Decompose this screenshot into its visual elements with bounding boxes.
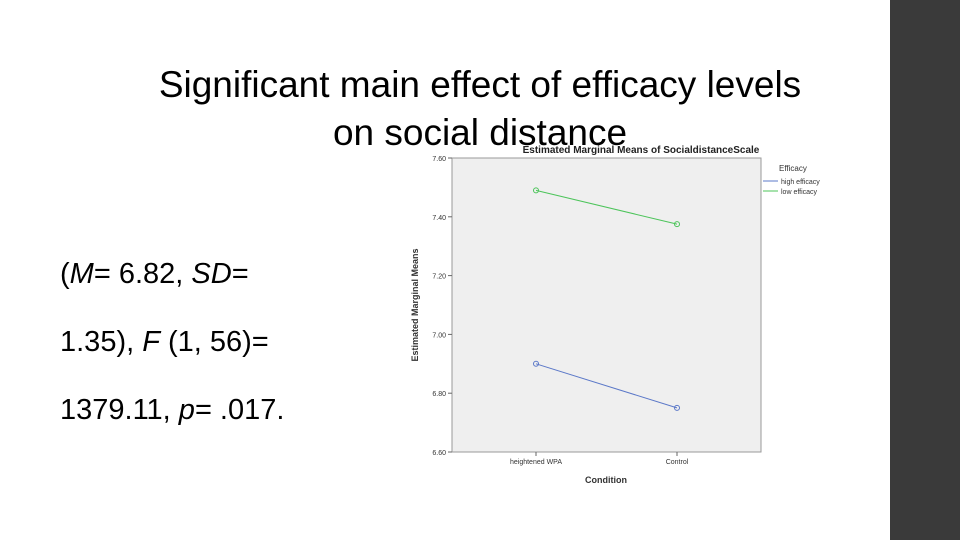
legend-entry: high efficacy [781, 179, 820, 186]
stats-line-2: 1.35), F (1, 56)= [60, 326, 269, 358]
side-accent-bar [890, 0, 960, 540]
data-point [674, 221, 680, 228]
y-tick-label: 6.60 [432, 450, 446, 457]
slide-title-line-2: on social distance [332, 111, 628, 153]
data-point [674, 404, 680, 411]
y-tick-label: 7.00 [432, 332, 446, 339]
stats-line-3: 1379.11, p= .017. [60, 394, 285, 426]
series-line-low-efficacy [535, 189, 678, 225]
estimated-means-chart: Estimated Marginal Means of Socialdistan… [410, 145, 820, 485]
legend-entry: low efficacy [781, 189, 818, 196]
data-point [533, 187, 539, 194]
legend-title: Efficacy [779, 164, 807, 173]
chart-title: Estimated Marginal Means of Socialdistan… [523, 145, 760, 156]
slide-title: Significant main effect of efficacy leve… [60, 61, 900, 157]
stats-line-1: (M= 6.82, SD= [60, 258, 249, 290]
statistics-text: (M= 6.82, SD= 1.35), F (1, 56)= 1379.11,… [60, 240, 380, 444]
x-axis-label: Condition [585, 475, 627, 485]
y-tick-label: 7.20 [432, 274, 446, 281]
y-tick-label: 7.40 [432, 215, 446, 222]
data-point [533, 360, 539, 367]
plot-area [451, 157, 762, 453]
y-axis-label: Estimated Marginal Means [410, 248, 420, 361]
y-tick-label: 6.80 [432, 391, 446, 398]
x-tick-label: heightened WPA [510, 459, 562, 466]
slide-title-line-1: Significant main effect of efficacy leve… [158, 63, 802, 105]
series-line-high-efficacy [535, 363, 678, 409]
y-tick-label: 7.60 [432, 156, 446, 163]
x-tick-label: Control [666, 459, 689, 466]
